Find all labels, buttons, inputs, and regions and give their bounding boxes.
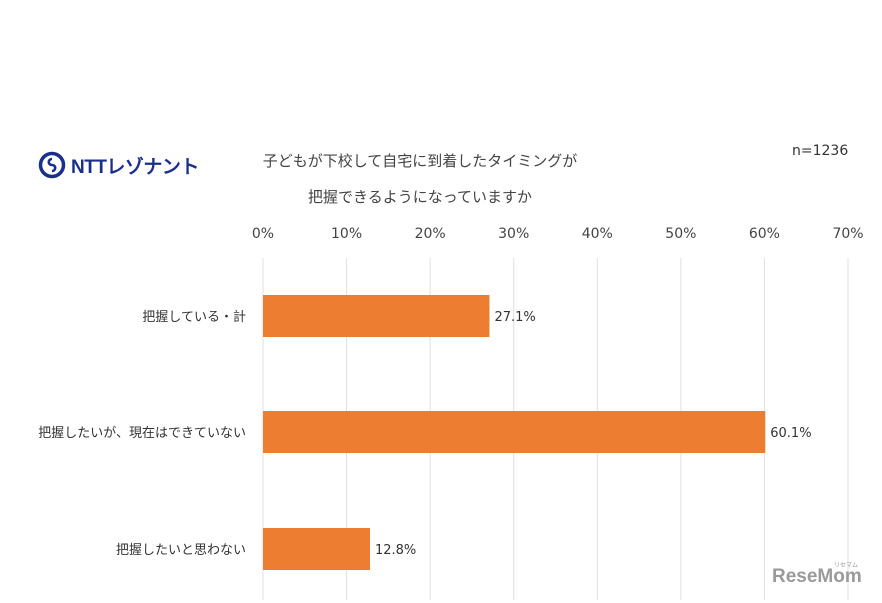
data-label: 60.1%	[770, 426, 811, 441]
brand-ring-icon	[38, 151, 66, 179]
bar	[263, 528, 370, 570]
sample-size: n=1236	[792, 143, 849, 159]
category-label: 把握したいが、現在はできていない	[38, 426, 246, 441]
category-label: 把握している・計	[142, 309, 246, 325]
bar	[263, 295, 490, 337]
x-tick-label: 70%	[832, 226, 863, 242]
watermark-logo: ReseMom リセマム	[772, 563, 862, 588]
chart-title-line1: 子どもが下校して自宅に到着したタイミングが	[262, 152, 578, 170]
category-label: 把握したいと思わない	[116, 543, 246, 558]
x-tick-label: 20%	[415, 226, 446, 242]
brand-logo-text: NTTレゾナント	[71, 156, 199, 178]
x-tick-label: 30%	[498, 226, 529, 242]
data-label: 27.1%	[494, 310, 535, 325]
bar	[263, 411, 766, 453]
x-tick-label: 0%	[252, 226, 274, 242]
data-label: 12.8%	[375, 543, 416, 558]
chart-title-line2: 把握できるようになっていますか	[308, 188, 532, 206]
watermark-text: ReseMom	[772, 566, 862, 587]
watermark-subtext: リセマム	[834, 563, 859, 569]
x-tick-label: 50%	[665, 226, 696, 242]
x-tick-label: 40%	[582, 226, 613, 242]
x-tick-label: 60%	[749, 226, 780, 242]
brand-logo: NTTレゾナント	[38, 150, 199, 180]
x-tick-label: 10%	[331, 226, 362, 242]
